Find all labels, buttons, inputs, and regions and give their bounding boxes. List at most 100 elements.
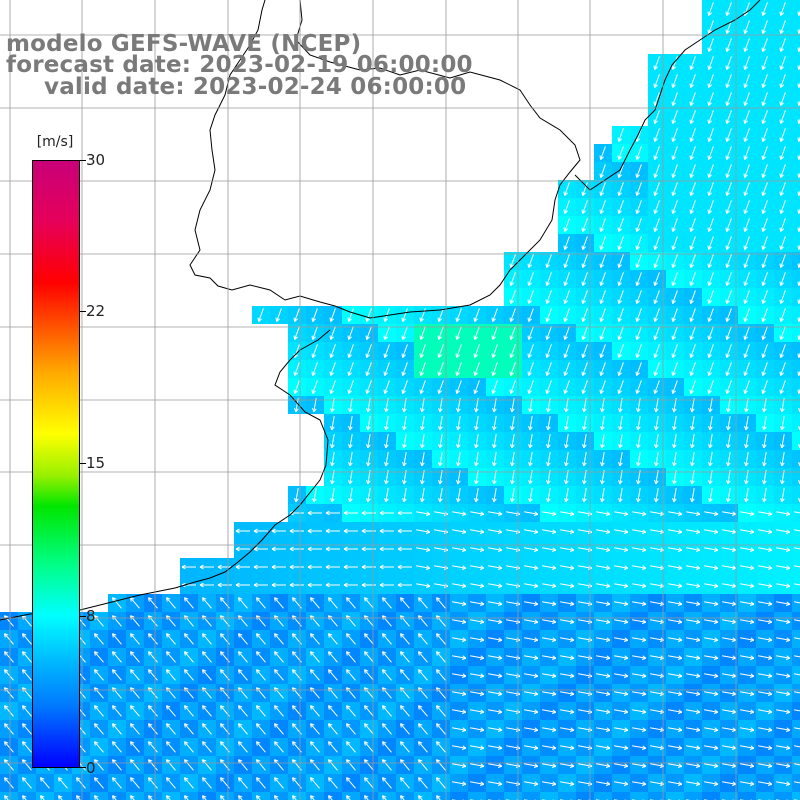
colorbar-tick-mark <box>80 767 86 768</box>
wind-arrow <box>325 528 340 534</box>
wind-arrow <box>614 709 629 714</box>
wind-arrow <box>492 488 497 503</box>
wind-arrow <box>635 182 642 196</box>
wind-arrow <box>708 434 713 449</box>
wind-arrow <box>488 637 503 642</box>
wind-arrow <box>400 723 410 735</box>
wind-arrow <box>311 362 318 376</box>
wind-arrow <box>328 669 338 681</box>
wind-arrow <box>761 92 768 106</box>
wind-arrow <box>672 470 677 485</box>
wind-arrow <box>456 434 461 449</box>
wind-arrow <box>560 637 575 642</box>
wind-arrow <box>112 597 122 609</box>
wind-arrow <box>668 655 683 660</box>
wind-arrow <box>400 687 410 699</box>
wind-arrow <box>653 326 660 340</box>
wind-arrow <box>346 615 356 627</box>
wind-arrow <box>488 691 503 696</box>
wind-arrow <box>470 529 485 534</box>
wind-arrow <box>325 564 340 570</box>
wind-arrow <box>455 344 462 358</box>
colorbar-tick-label: 30 <box>86 151 106 169</box>
wind-arrow <box>22 777 32 789</box>
wind-arrow <box>794 691 800 694</box>
wind-speed-cell <box>792 18 800 36</box>
wind-arrow <box>438 470 443 485</box>
wind-arrow <box>761 74 768 88</box>
wind-arrow <box>686 637 701 642</box>
wind-speed-cell <box>468 792 486 800</box>
wind-arrow <box>166 615 176 627</box>
wind-arrow <box>618 488 623 503</box>
wind-arrow <box>379 546 394 552</box>
coastline <box>0 0 761 621</box>
wind-speed-cell <box>540 792 558 800</box>
wind-arrow <box>343 564 358 570</box>
wind-arrow <box>202 705 212 717</box>
wind-arrow <box>689 236 696 250</box>
wind-arrow <box>94 651 104 663</box>
wind-arrow <box>761 128 768 142</box>
wind-arrow <box>707 146 714 160</box>
wind-arrow <box>130 723 140 735</box>
wind-arrow <box>779 236 786 250</box>
wind-speed-cell <box>612 792 630 800</box>
wind-arrow <box>672 452 677 467</box>
wind-speed-cell <box>252 792 270 800</box>
wind-arrow <box>455 380 462 394</box>
wind-arrow <box>797 334 800 340</box>
wind-arrow <box>560 781 575 786</box>
wind-arrow <box>307 582 322 588</box>
wind-arrow <box>726 398 731 413</box>
wind-arrow <box>545 362 552 376</box>
wind-arrow <box>94 687 104 699</box>
wind-arrow <box>510 398 515 413</box>
wind-arrow <box>744 488 749 503</box>
wind-speed-cell <box>792 342 800 360</box>
wind-arrow <box>596 601 611 606</box>
wind-arrow <box>704 655 719 660</box>
wind-arrow <box>668 565 683 570</box>
wind-arrow <box>671 218 678 232</box>
wind-arrow <box>130 795 135 800</box>
wind-arrow <box>310 723 320 735</box>
wind-arrow <box>743 272 750 286</box>
wind-arrow <box>330 398 335 413</box>
wind-arrow <box>474 470 479 485</box>
wind-arrow <box>689 146 696 160</box>
wind-speed-cell <box>72 792 90 800</box>
wind-arrow <box>740 619 755 624</box>
wind-arrow <box>546 488 551 503</box>
wind-arrow <box>256 651 266 663</box>
wind-arrow <box>366 470 371 485</box>
wind-arrow <box>635 380 642 394</box>
wind-arrow <box>776 763 791 768</box>
wind-speed-cell <box>792 450 800 468</box>
wind-arrow <box>743 182 750 196</box>
wind-arrow <box>725 344 732 358</box>
wind-arrow <box>542 547 557 552</box>
wind-arrow <box>361 582 376 588</box>
wind-speed-cell <box>792 576 800 594</box>
wind-arrow <box>686 781 701 786</box>
wind-arrow <box>761 56 768 70</box>
wind-arrow <box>686 727 701 732</box>
wind-arrow <box>438 434 443 449</box>
wind-arrow <box>779 254 786 268</box>
wind-arrow <box>545 272 552 286</box>
wind-arrow <box>797 46 800 52</box>
wind-arrow <box>654 398 659 413</box>
wind-arrow <box>635 290 642 304</box>
wind-arrow <box>599 182 606 196</box>
wind-arrow <box>600 470 605 485</box>
wind-arrow <box>397 510 412 516</box>
wind-speed-cell <box>288 792 306 800</box>
wind-arrow <box>797 280 800 286</box>
wind-arrow <box>418 687 428 699</box>
wind-arrow <box>671 254 678 268</box>
wind-arrow <box>708 416 713 431</box>
wind-arrow <box>654 452 659 467</box>
wind-arrow <box>416 583 431 588</box>
wind-arrow <box>740 511 755 516</box>
